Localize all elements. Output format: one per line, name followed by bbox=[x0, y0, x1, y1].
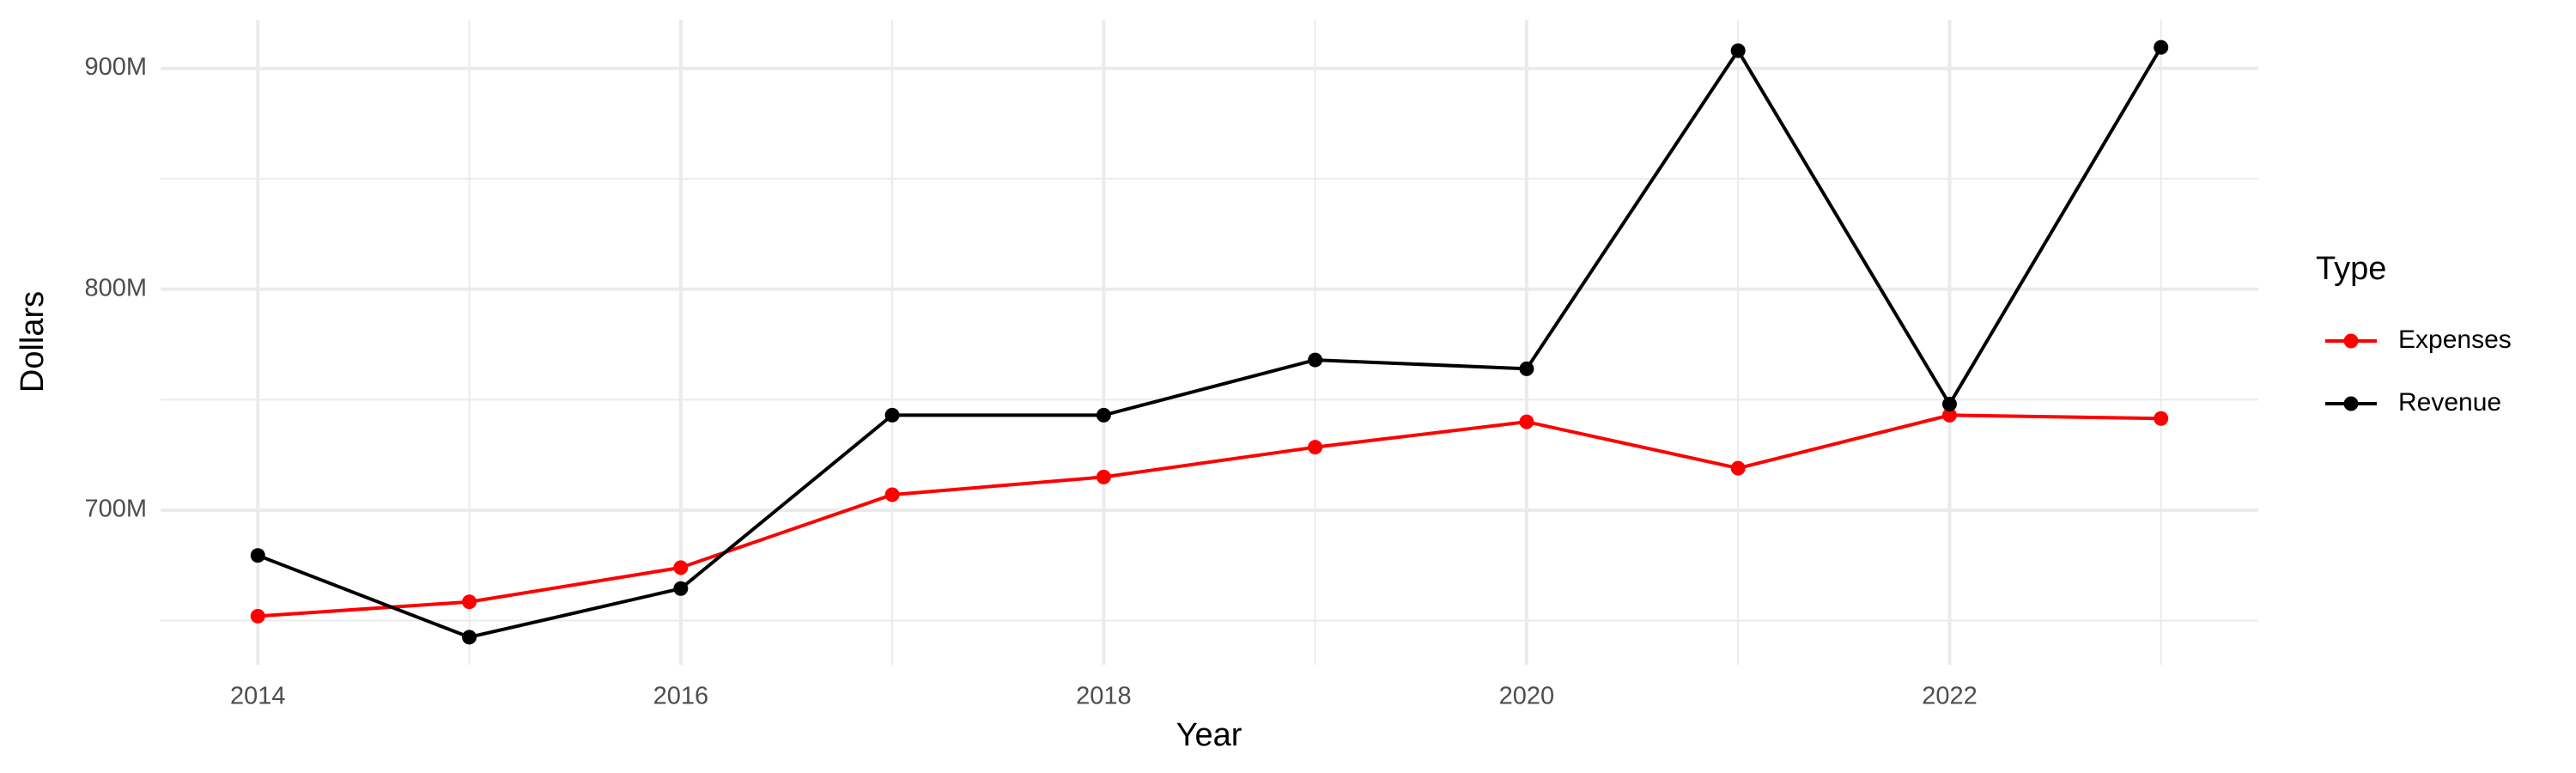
point bbox=[1519, 361, 1534, 376]
x-tick-label: 2020 bbox=[1499, 683, 1555, 710]
grid bbox=[161, 20, 2258, 665]
point bbox=[250, 608, 265, 624]
x-tick-label: 2018 bbox=[1076, 683, 1132, 710]
point bbox=[2154, 411, 2169, 426]
point bbox=[250, 548, 265, 563]
y-axis-title: Dollars bbox=[15, 291, 51, 393]
legend-title: Type bbox=[2316, 251, 2386, 287]
x-tick-label: 2014 bbox=[230, 683, 286, 710]
legend-label: Expenses bbox=[2398, 326, 2512, 354]
point bbox=[884, 407, 900, 423]
legend-label: Revenue bbox=[2398, 388, 2501, 417]
y-tick-label: 700M bbox=[84, 496, 147, 523]
point bbox=[673, 581, 689, 596]
point bbox=[884, 487, 900, 502]
legend-swatch-point bbox=[2343, 396, 2359, 411]
point bbox=[1308, 352, 1323, 368]
point bbox=[1519, 414, 1534, 429]
point bbox=[673, 560, 689, 575]
y-tick-label: 800M bbox=[84, 274, 147, 301]
point bbox=[1730, 460, 1746, 476]
point bbox=[1096, 469, 1111, 484]
point bbox=[1730, 43, 1746, 58]
series-line bbox=[258, 413, 2161, 618]
point bbox=[2154, 40, 2169, 55]
y-tick-label: 900M bbox=[84, 53, 147, 81]
x-tick-label: 2016 bbox=[653, 683, 709, 710]
x-tick-label: 2022 bbox=[1922, 683, 1978, 710]
point bbox=[462, 630, 477, 645]
series-line bbox=[257, 46, 2163, 639]
point bbox=[1941, 397, 1957, 412]
point bbox=[462, 594, 477, 610]
point bbox=[1308, 440, 1323, 455]
point bbox=[1096, 407, 1111, 423]
point bbox=[1941, 407, 1957, 423]
legend-swatch-point bbox=[2343, 333, 2359, 349]
x-axis-title: Year bbox=[1176, 717, 1242, 753]
